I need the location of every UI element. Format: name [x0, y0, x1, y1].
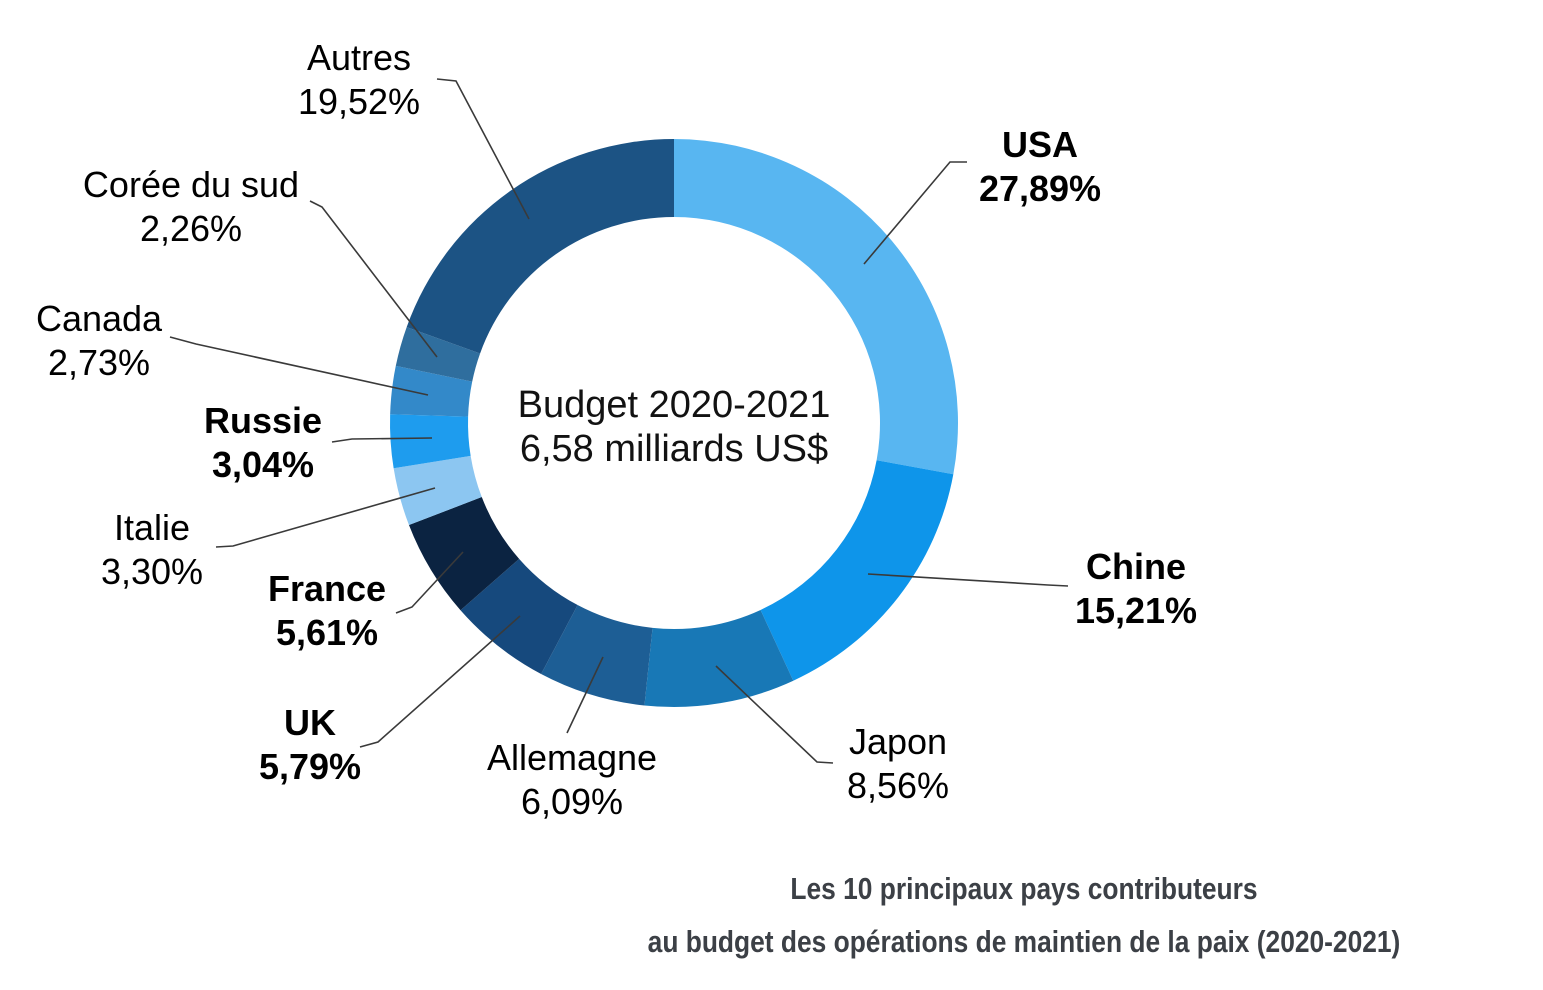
donut-slice-coree-du-sud: [395, 327, 481, 382]
label-italie-name: Italie: [113, 507, 191, 548]
label-autres-value: 19,52%: [297, 81, 421, 122]
leader-line-usa: [863, 161, 967, 265]
center-label-amount-line: 6,58 milliards US$: [519, 428, 829, 470]
donut-slice-allemagne: [541, 605, 653, 706]
label-italie-value: 3,30%: [100, 551, 204, 592]
label-canada-name: Canada: [35, 298, 163, 339]
leader-line-russie: [331, 437, 433, 443]
label-japon-value: 8,56%: [846, 765, 950, 806]
label-chine: Chine 15,21%: [1075, 545, 1197, 633]
donut-slice-canada: [390, 365, 473, 417]
label-coree-du-sud-value: 2,26%: [139, 208, 243, 249]
leader-line-france: [395, 551, 464, 614]
donut-slice-italie: [393, 455, 482, 526]
leader-line-allemagne: [566, 656, 604, 734]
label-russie-name: Russie: [203, 400, 323, 441]
label-coree-du-sud-name: Corée du sud: [82, 164, 300, 205]
label-autres: Autres 19,52%: [298, 36, 420, 124]
leader-line-japon: [715, 665, 834, 764]
chart-caption: Les 10 principaux pays contributeurs au …: [581, 862, 1466, 968]
leader-line-autres: [436, 78, 530, 220]
label-japon-name: Japon: [848, 721, 948, 762]
label-coree-du-sud: Corée du sud 2,26%: [83, 163, 299, 251]
caption-line-1: Les 10 principaux pays contributeurs: [790, 871, 1258, 906]
label-uk: UK 5,79%: [259, 701, 361, 789]
label-chine-value: 15,21%: [1074, 590, 1198, 631]
label-allemagne-value: 6,09%: [520, 781, 624, 822]
label-italie: Italie 3,30%: [101, 506, 203, 594]
leader-lines: [169, 78, 1069, 764]
label-uk-name: UK: [283, 702, 336, 743]
donut-slice-japon: [644, 609, 794, 708]
label-usa-name: USA: [1001, 124, 1079, 165]
donut-slice-chine: [760, 460, 954, 681]
donut-center-label: Budget 2020-2021 6,58 milliards US$: [518, 383, 831, 471]
donut-slice-usa: [674, 139, 958, 475]
label-allemagne: Allemagne 6,09%: [487, 736, 657, 824]
label-russie-value: 3,04%: [211, 444, 315, 485]
label-uk-value: 5,79%: [258, 746, 362, 787]
label-japon: Japon 8,56%: [847, 720, 949, 808]
label-usa: USA 27,89%: [979, 123, 1101, 211]
leader-line-chine: [867, 573, 1069, 587]
donut-slice-russie: [389, 414, 471, 469]
center-label-budget-line: Budget 2020-2021: [517, 384, 831, 426]
label-france-name: France: [267, 568, 387, 609]
leader-line-canada: [169, 336, 429, 396]
label-canada-value: 2,73%: [47, 342, 151, 383]
label-canada: Canada 2,73%: [36, 297, 162, 385]
leader-line-uk: [359, 615, 521, 748]
label-russie: Russie 3,04%: [204, 399, 322, 487]
caption-line-2: au budget des opérations de maintien de …: [647, 924, 1401, 959]
label-allemagne-name: Allemagne: [486, 737, 658, 778]
label-autres-name: Autres: [306, 37, 412, 78]
donut-slice-autres: [406, 139, 674, 354]
label-usa-value: 27,89%: [978, 168, 1102, 209]
label-chine-name: Chine: [1085, 546, 1187, 587]
donut-slice-france: [408, 497, 520, 611]
label-france: France 5,61%: [268, 567, 386, 655]
label-france-value: 5,61%: [275, 612, 379, 653]
leader-line-italie: [215, 487, 436, 548]
leader-line-coree-du-sud: [309, 200, 438, 358]
